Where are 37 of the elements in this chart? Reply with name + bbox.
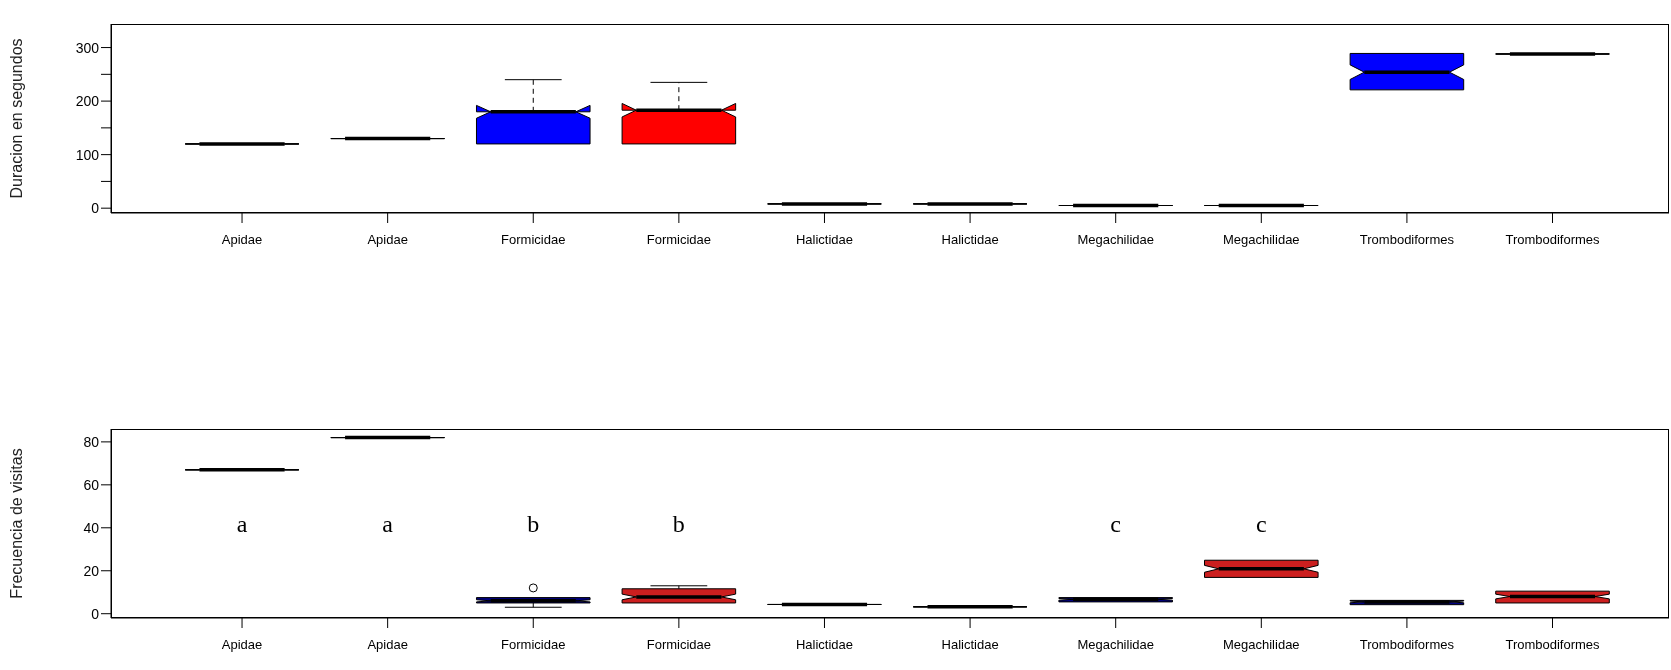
y-tick-label: 60 [83, 476, 100, 493]
annotation: a [236, 510, 248, 537]
annotation: b [672, 510, 685, 537]
x-tick-label: Formicidae [646, 232, 712, 248]
y-tick-label: 80 [83, 433, 100, 450]
annotation: c [1255, 510, 1267, 537]
y-tick-label: 0 [91, 200, 100, 217]
y-tick-label: 40 [83, 519, 100, 536]
x-tick-label: Formicidae [646, 637, 712, 653]
x-tick-label: Formicidae [501, 637, 566, 653]
x-tick-label: Halictidae [795, 637, 854, 653]
x-tick-label: Trombodiformes [1359, 637, 1455, 653]
x-tick-label: Megachilidae [1222, 232, 1300, 248]
y-tick-label: 100 [75, 146, 100, 163]
x-tick-label: Halictidae [941, 232, 999, 248]
y-axis-title: Frecuencia de visitas [7, 448, 25, 599]
annotation: b [527, 510, 540, 537]
x-tick-label: Formicidae [501, 232, 566, 248]
x-tick-label: Apidae [367, 232, 408, 248]
x-tick-label: Apidae [367, 637, 408, 653]
annotation: a [382, 510, 394, 537]
y-axis-title: Duracion en segundos [7, 38, 25, 199]
y-tick-label: 300 [75, 39, 100, 56]
x-tick-label: Apidae [221, 637, 263, 653]
x-tick-label: Apidae [221, 232, 263, 248]
y-tick-label: 0 [91, 605, 100, 622]
annotation: c [1110, 510, 1122, 537]
y-tick-label: 200 [75, 93, 100, 110]
y-tick-label: 20 [83, 562, 100, 579]
x-tick-label: Trombodiformes [1505, 232, 1601, 248]
x-tick-label: Halictidae [795, 232, 854, 248]
x-tick-label: Megachilidae [1222, 637, 1300, 653]
x-tick-label: Trombodiformes [1359, 232, 1455, 248]
x-tick-label: Halictidae [941, 637, 999, 653]
x-tick-label: Megachilidae [1077, 637, 1154, 653]
x-tick-label: Megachilidae [1077, 232, 1154, 248]
x-tick-label: Trombodiformes [1505, 637, 1601, 653]
